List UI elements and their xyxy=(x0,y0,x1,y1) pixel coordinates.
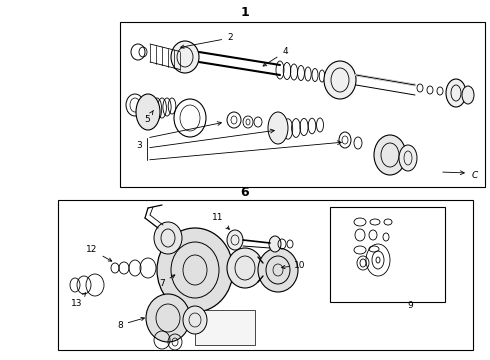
Text: 13: 13 xyxy=(71,293,86,307)
Text: 11: 11 xyxy=(212,213,229,229)
Text: 1: 1 xyxy=(241,5,249,18)
Ellipse shape xyxy=(258,248,298,292)
Ellipse shape xyxy=(136,94,160,130)
Ellipse shape xyxy=(324,61,356,99)
Ellipse shape xyxy=(227,230,243,250)
Ellipse shape xyxy=(374,135,406,175)
Text: 7: 7 xyxy=(159,275,175,288)
Bar xyxy=(195,310,255,345)
Text: 2: 2 xyxy=(181,33,233,48)
Bar xyxy=(58,200,473,350)
Text: 8: 8 xyxy=(117,317,145,329)
Text: 9: 9 xyxy=(407,301,413,310)
Ellipse shape xyxy=(227,248,263,288)
Ellipse shape xyxy=(268,112,288,144)
Ellipse shape xyxy=(171,41,199,73)
Ellipse shape xyxy=(154,222,182,254)
Text: C: C xyxy=(472,171,478,180)
Ellipse shape xyxy=(462,86,474,104)
Bar xyxy=(120,22,485,187)
Ellipse shape xyxy=(146,294,190,342)
Ellipse shape xyxy=(269,236,281,252)
Ellipse shape xyxy=(399,145,417,171)
Text: 12: 12 xyxy=(86,246,112,261)
Bar xyxy=(330,207,445,302)
Text: 10: 10 xyxy=(282,261,306,270)
Text: 6: 6 xyxy=(241,185,249,198)
Ellipse shape xyxy=(183,306,207,334)
Text: 3: 3 xyxy=(136,141,142,150)
Ellipse shape xyxy=(157,228,233,312)
Text: 4: 4 xyxy=(263,48,288,66)
Text: 5: 5 xyxy=(144,111,153,125)
Ellipse shape xyxy=(446,79,466,107)
